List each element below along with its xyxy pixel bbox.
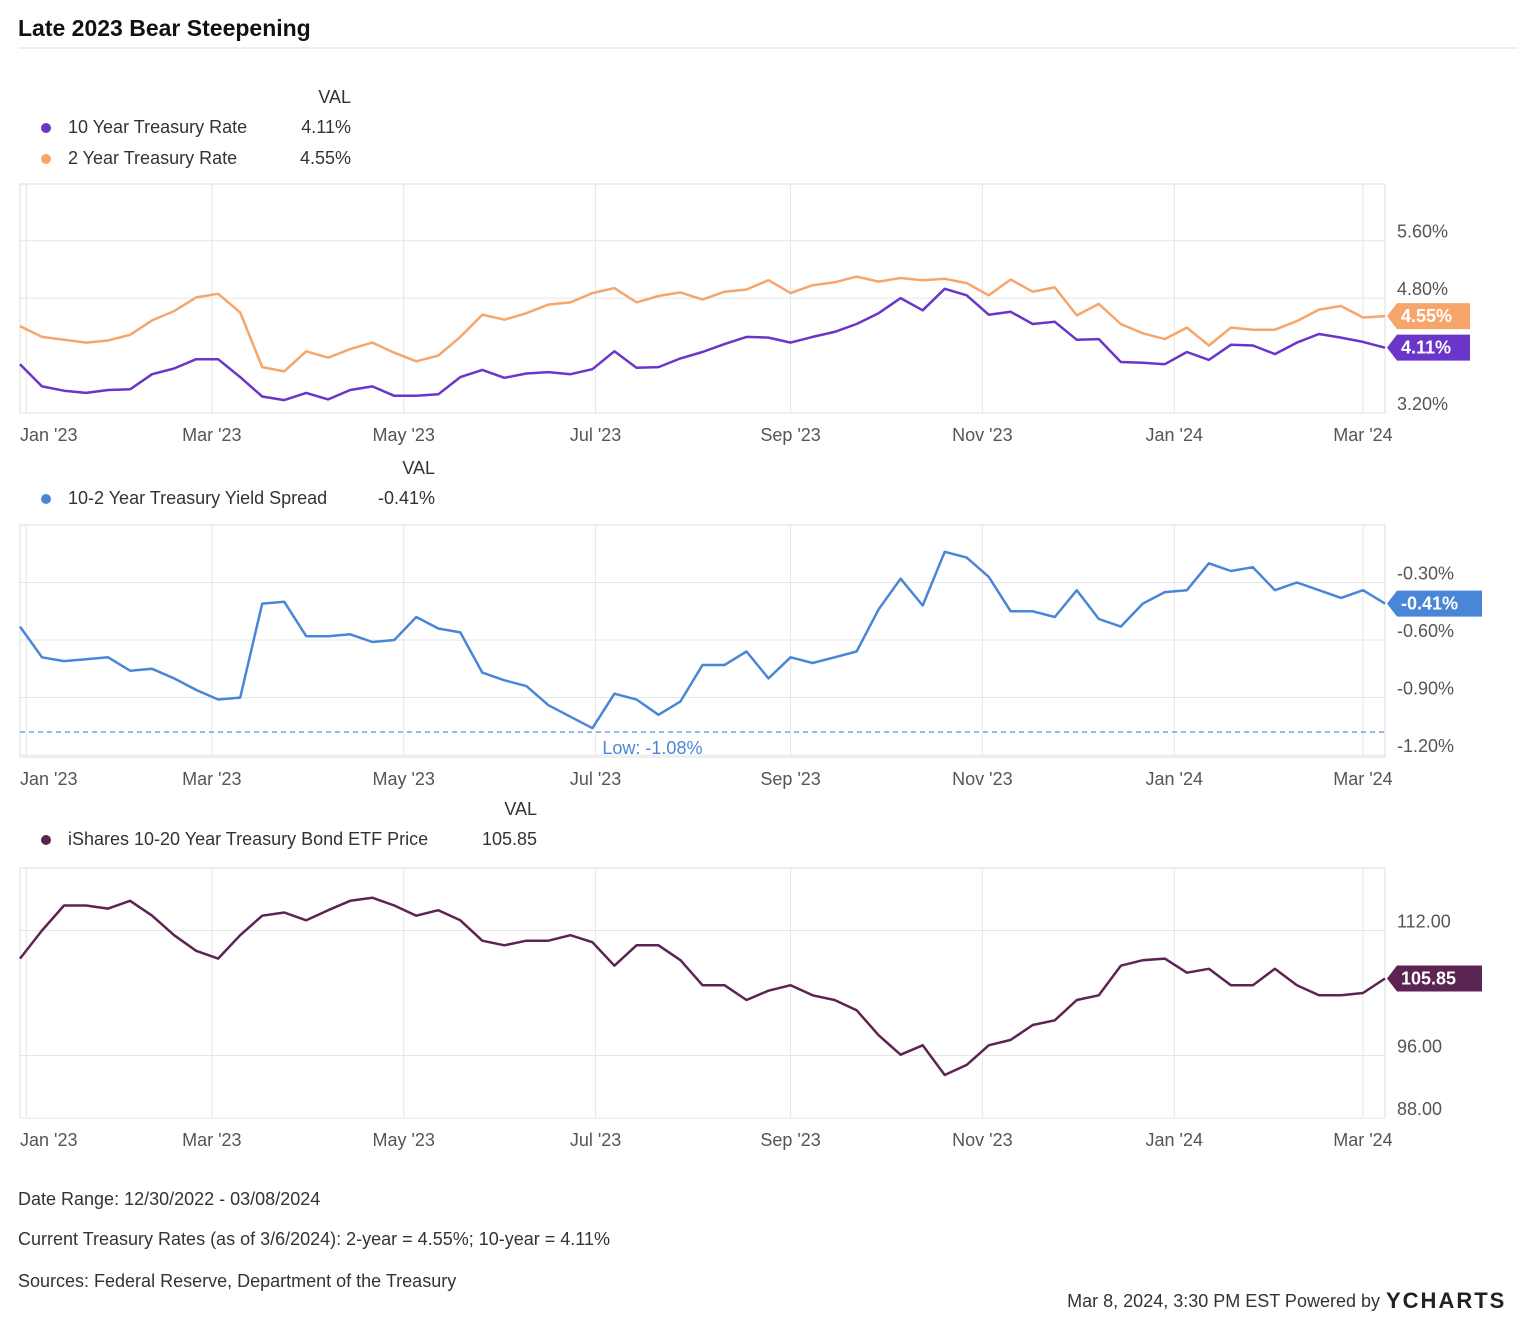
x-tick-label: Sep '23 — [760, 425, 821, 445]
series-line — [18, 550, 1386, 730]
x-tick-label: Mar '24 — [1333, 425, 1392, 445]
legend-marker — [41, 494, 51, 504]
legend-value: -0.41% — [378, 488, 435, 508]
end-tag — [1387, 590, 1482, 617]
legend-label: 2 Year Treasury Rate — [68, 148, 237, 168]
x-tick-label: Mar '23 — [182, 1130, 241, 1150]
x-tick-label: Jan '24 — [1146, 769, 1203, 789]
x-tick-label: May '23 — [372, 1130, 434, 1150]
y-tick-label: 112.00 — [1397, 911, 1451, 931]
y-tick-label: 5.60% — [1397, 221, 1448, 241]
legend-label: 10-2 Year Treasury Yield Spread — [68, 488, 327, 508]
x-tick-label: May '23 — [372, 425, 434, 445]
end-tag-label: -0.41% — [1401, 593, 1458, 613]
end-tag — [1387, 303, 1470, 330]
end-tag-label: 4.55% — [1401, 306, 1452, 326]
x-tick-label: Sep '23 — [760, 769, 821, 789]
legend-header: VAL — [402, 458, 435, 478]
series-line — [19, 896, 1386, 1077]
x-tick-label: Nov '23 — [952, 425, 1012, 445]
x-tick-label: Jan '23 — [20, 769, 77, 789]
y-tick-label: 3.20% — [1397, 394, 1448, 414]
y-tick-label: 96.00 — [1397, 1036, 1442, 1056]
plot-frame — [19, 524, 1386, 758]
x-tick-label: Jan '24 — [1146, 425, 1203, 445]
legend-marker — [41, 123, 51, 133]
end-tag-label: 4.11% — [1401, 337, 1451, 357]
legend-marker — [41, 835, 51, 845]
x-tick-label: May '23 — [372, 769, 434, 789]
plot-frame — [19, 867, 1386, 1119]
series-line — [19, 287, 1386, 402]
x-tick-label: Mar '23 — [182, 769, 241, 789]
brand-logo: YCHARTS — [1386, 1288, 1506, 1313]
x-tick-label: Mar '24 — [1333, 1130, 1392, 1150]
x-tick-label: Nov '23 — [952, 769, 1012, 789]
x-tick-label: Jan '23 — [20, 425, 77, 445]
legend-label: 10 Year Treasury Rate — [68, 117, 247, 137]
y-tick-label: 4.80% — [1397, 279, 1448, 299]
y-tick-label: -0.90% — [1397, 678, 1454, 698]
legend-value: 4.55% — [300, 148, 351, 168]
legend-marker — [41, 154, 51, 164]
x-tick-label: Mar '23 — [182, 425, 241, 445]
footer-rates: Current Treasury Rates (as of 3/6/2024):… — [18, 1229, 610, 1249]
end-tag — [1387, 965, 1482, 992]
x-tick-label: Jul '23 — [570, 1130, 621, 1150]
y-tick-label: -1.20% — [1397, 736, 1454, 756]
end-tag — [1387, 334, 1470, 361]
x-tick-label: Jan '23 — [20, 1130, 77, 1150]
powered-by: Mar 8, 2024, 3:30 PM EST Powered by — [1067, 1291, 1380, 1311]
legend-label: iShares 10-20 Year Treasury Bond ETF Pri… — [68, 829, 428, 849]
x-tick-label: Nov '23 — [952, 1130, 1012, 1150]
footer-date-range: Date Range: 12/30/2022 - 03/08/2024 — [18, 1189, 320, 1209]
x-tick-label: Mar '24 — [1333, 769, 1392, 789]
legend-value: 4.11% — [301, 117, 351, 137]
end-tag-label: 105.85 — [1401, 968, 1456, 988]
x-tick-label: Sep '23 — [760, 1130, 821, 1150]
x-tick-label: Jul '23 — [570, 769, 621, 789]
legend-value: 105.85 — [482, 829, 537, 849]
y-tick-label: 88.00 — [1397, 1099, 1442, 1119]
x-tick-label: Jan '24 — [1146, 1130, 1203, 1150]
y-tick-label: -0.60% — [1397, 621, 1454, 641]
reference-label: Low: -1.08% — [602, 738, 702, 758]
page-title: Late 2023 Bear Steepening — [18, 15, 311, 41]
footer-sources: Sources: Federal Reserve, Department of … — [18, 1271, 456, 1291]
series-line — [19, 275, 1386, 373]
legend-header: VAL — [504, 799, 537, 819]
legend-header: VAL — [318, 87, 351, 107]
y-tick-label: -0.30% — [1397, 563, 1454, 583]
x-tick-label: Jul '23 — [570, 425, 621, 445]
